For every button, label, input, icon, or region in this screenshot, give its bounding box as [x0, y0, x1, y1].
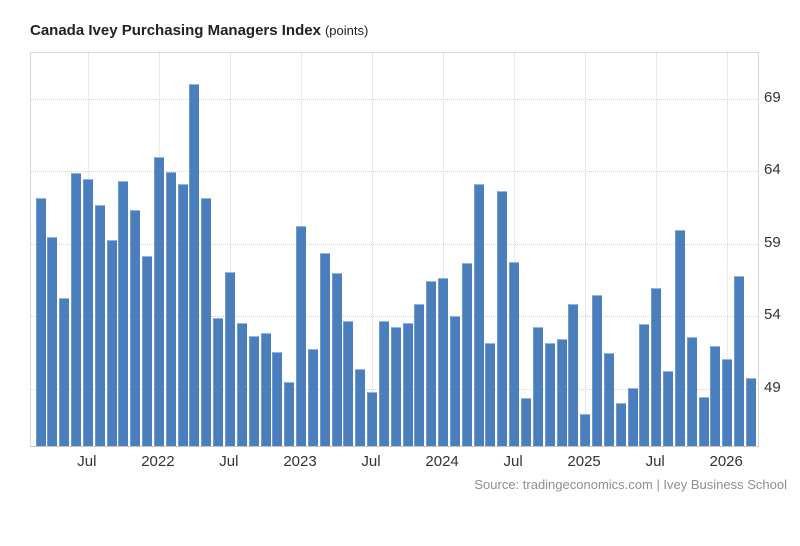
- bar-2023-08[interactable]: [378, 321, 389, 446]
- x-gridline: [229, 53, 231, 446]
- bar-2022-02[interactable]: [165, 171, 176, 446]
- bar-2022-08[interactable]: [236, 322, 247, 446]
- bar-2023-02[interactable]: [307, 348, 318, 446]
- x-axis-tick-label: 2025: [567, 453, 601, 470]
- bar-2021-11[interactable]: [130, 209, 141, 446]
- bar-2023-03[interactable]: [319, 253, 330, 446]
- bar-2025-08[interactable]: [663, 370, 673, 446]
- chart-title-text: Canada Ivey Purchasing Managers Index: [30, 22, 321, 39]
- chart-title: Canada Ivey Purchasing Managers Index (po…: [30, 22, 368, 39]
- x-gridline: [372, 53, 373, 446]
- x-axis-tick-label: 2023: [283, 453, 317, 470]
- bar-2025-04[interactable]: [615, 402, 626, 446]
- bar-2024-11[interactable]: [556, 338, 567, 446]
- bar-2025-12[interactable]: [710, 345, 721, 446]
- bar-2025-03[interactable]: [603, 353, 614, 446]
- bar-2024-01[interactable]: [438, 277, 449, 446]
- bar-2026-03[interactable]: [745, 377, 756, 446]
- bar-2023-05[interactable]: [343, 321, 354, 446]
- y-axis-tick-label: 64: [764, 161, 781, 178]
- x-gridline: [585, 53, 587, 446]
- x-axis-tick-label: 2022: [141, 453, 175, 470]
- bar-2024-12[interactable]: [568, 303, 579, 446]
- source-attribution: Source: tradingeconomics.com | Ivey Busi…: [474, 477, 787, 492]
- bar-2025-06[interactable]: [639, 324, 650, 446]
- y-axis-tick-label: 59: [764, 233, 781, 251]
- bar-2023-07[interactable]: [367, 392, 377, 446]
- bar-2022-01[interactable]: [153, 157, 164, 446]
- x-axis-tick-label: Jul: [219, 453, 239, 470]
- bar-2021-10[interactable]: [118, 180, 129, 446]
- x-gridline: [656, 53, 658, 446]
- x-axis-tick-label: Jul: [361, 453, 381, 470]
- bar-2022-06[interactable]: [213, 318, 224, 446]
- bar-2022-11[interactable]: [272, 351, 283, 446]
- y-gridline: [31, 316, 758, 317]
- bar-2024-09[interactable]: [532, 327, 543, 446]
- bar-2021-12[interactable]: [142, 256, 153, 446]
- bar-2023-01[interactable]: [296, 225, 306, 446]
- bar-2021-04[interactable]: [47, 237, 58, 446]
- bar-2026-02[interactable]: [734, 276, 745, 446]
- bar-2025-05[interactable]: [627, 388, 638, 446]
- plot-area: [30, 52, 759, 447]
- bar-2024-04[interactable]: [473, 183, 484, 446]
- y-axis-tick-label: 69: [764, 88, 781, 106]
- bar-2025-10[interactable]: [686, 337, 697, 446]
- y-gridline: [31, 171, 758, 172]
- bar-2022-10[interactable]: [260, 332, 271, 446]
- bar-2024-10[interactable]: [544, 343, 555, 446]
- y-axis-tick-label: 54: [764, 306, 781, 323]
- y-axis-tick-label: 49: [764, 378, 781, 396]
- bar-2023-11[interactable]: [414, 303, 425, 446]
- bar-2024-02[interactable]: [449, 315, 460, 446]
- x-axis-tick-label: 2026: [709, 453, 743, 470]
- bar-2025-09[interactable]: [674, 229, 685, 446]
- bar-2025-07[interactable]: [651, 287, 662, 446]
- bar-2024-06[interactable]: [497, 190, 508, 446]
- bar-2021-08[interactable]: [94, 205, 105, 446]
- bar-2025-01[interactable]: [580, 414, 591, 446]
- bar-2021-05[interactable]: [59, 298, 70, 446]
- bar-2021-09[interactable]: [106, 240, 117, 446]
- bar-2024-08[interactable]: [520, 398, 531, 446]
- bar-2023-06[interactable]: [355, 369, 366, 446]
- bar-2023-10[interactable]: [402, 322, 413, 446]
- bar-2025-02[interactable]: [592, 295, 602, 446]
- bar-2021-03[interactable]: [35, 198, 46, 446]
- bar-2022-07[interactable]: [224, 272, 235, 446]
- bar-2024-05[interactable]: [485, 343, 496, 446]
- chart-title-unit: (points): [324, 23, 369, 38]
- bar-2022-05[interactable]: [201, 198, 212, 446]
- bar-2022-04[interactable]: [189, 83, 200, 446]
- y-gridline: [31, 98, 758, 100]
- bar-2022-09[interactable]: [248, 335, 259, 446]
- bar-2024-03[interactable]: [461, 263, 472, 446]
- x-gridline: [443, 53, 445, 446]
- bar-2022-03[interactable]: [177, 183, 188, 446]
- bar-2022-12[interactable]: [284, 382, 295, 446]
- bar-2024-07[interactable]: [509, 261, 520, 446]
- bar-2021-07[interactable]: [82, 179, 93, 446]
- x-axis-tick-label: Jul: [77, 453, 97, 470]
- bar-2023-12[interactable]: [426, 280, 437, 446]
- x-gridline: [727, 53, 729, 446]
- x-axis-tick-label: 2024: [425, 453, 459, 470]
- bar-2023-09[interactable]: [390, 327, 401, 446]
- bar-2023-04[interactable]: [331, 273, 342, 446]
- bar-2025-11[interactable]: [698, 396, 709, 446]
- y-gridline: [31, 243, 758, 245]
- x-gridline: [514, 53, 516, 446]
- x-axis-tick-label: Jul: [645, 453, 665, 470]
- bar-2021-06[interactable]: [71, 173, 81, 446]
- x-axis-tick-label: Jul: [503, 453, 523, 470]
- bar-2026-01[interactable]: [722, 359, 733, 446]
